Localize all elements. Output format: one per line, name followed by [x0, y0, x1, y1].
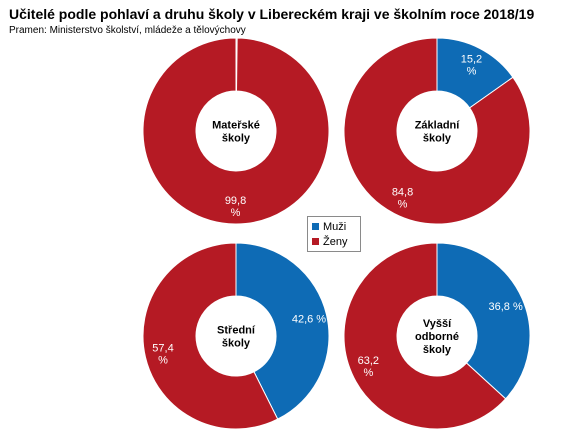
data-label-vyssi-odborne-muzi: 36,8 % [489, 301, 523, 313]
data-label-materske-zeny: 99,8% [225, 195, 246, 219]
chart-source: Pramen: Ministerstvo školství, mládeže a… [9, 25, 246, 36]
donut-stredni: 42,6 % 57,4 % Střední školy [142, 242, 330, 430]
donut-vyssi-odborne: 36,8 % 63,2 % Vyšší odborné školy [343, 242, 531, 430]
donut-title-stredni: Střední školy [217, 325, 256, 350]
data-label-vyssi-odborne-zeny: 63,2% [358, 355, 379, 379]
legend-swatch-zeny [312, 238, 319, 245]
data-label-zakladni-zeny: 84,8% [392, 187, 413, 211]
slice-vyssi-odborne-zeny [343, 242, 507, 430]
slice-stredni-muzi [235, 242, 330, 420]
legend-item-zeny: Ženy [312, 234, 356, 249]
legend-label-muzi: Muži [323, 220, 347, 233]
legend-swatch-muzi [312, 223, 319, 230]
slice-materske-zeny [142, 37, 330, 225]
donut-zakladni: 15,2 % 84,8 % Základní školy [343, 37, 531, 225]
donut-title-zakladni: Základní školy [415, 120, 461, 145]
chart-title: Učitelé podle pohlaví a druhu školy v Li… [9, 6, 535, 22]
slice-vyssi-odborne-muzi [436, 242, 531, 400]
slice-zakladni-zeny [343, 37, 531, 225]
legend-item-muzi: Muži [312, 219, 356, 234]
donut-title-materske: Mateřské školy [212, 120, 260, 145]
data-label-stredni-zeny: 57,4% [152, 342, 173, 366]
slice-stredni-zeny [142, 242, 279, 430]
legend: Muži Ženy [307, 216, 361, 252]
data-label-zakladni-muzi: 15,2% [461, 53, 482, 77]
data-label-stredni-muzi: 42,6 % [292, 314, 326, 326]
legend-label-zeny: Ženy [323, 235, 348, 248]
donut-title-vyssi-odborne: Vyšší odborné školy [415, 318, 459, 356]
